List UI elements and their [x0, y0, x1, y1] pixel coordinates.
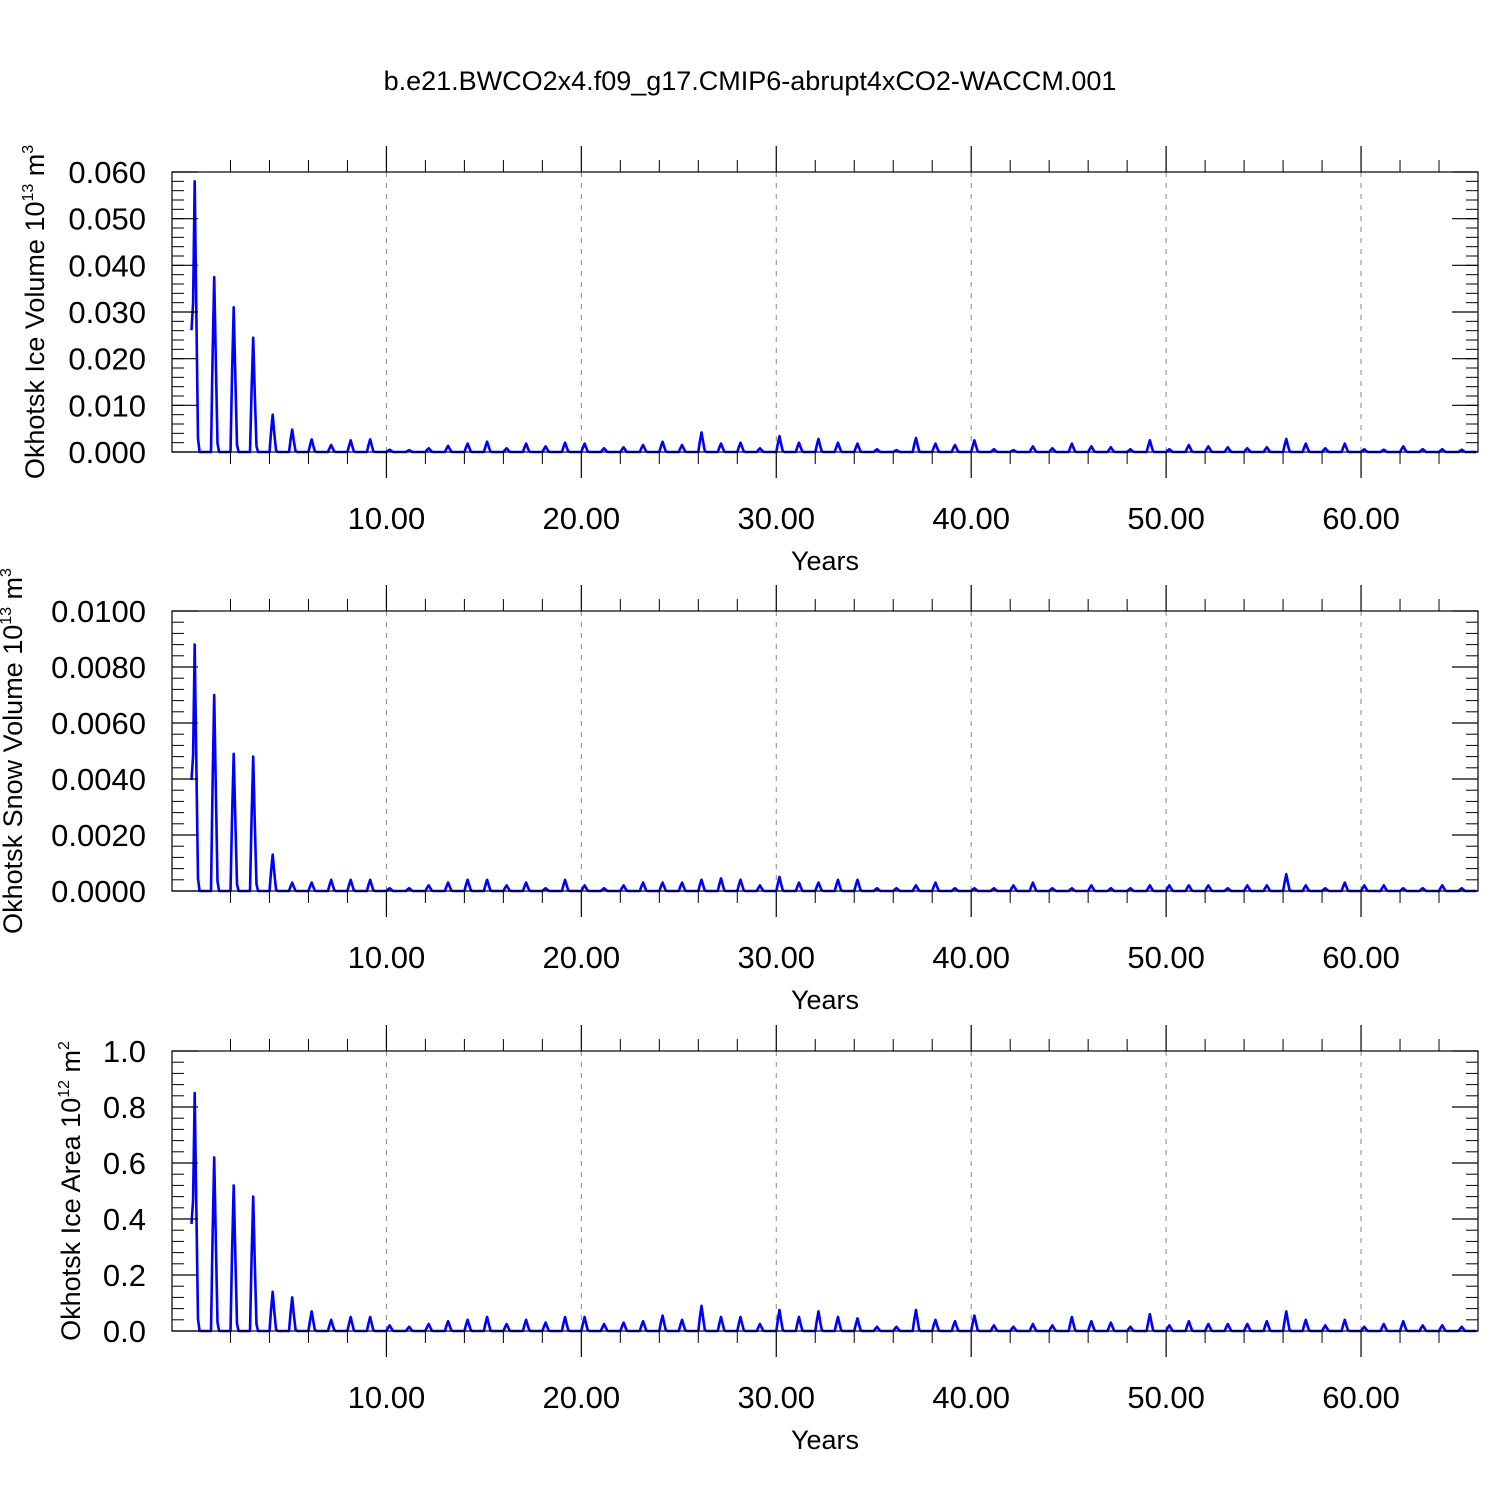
x-axis-title: Years: [791, 546, 859, 576]
x-tick-label: 30.00: [737, 501, 815, 536]
y-tick-label: 0.000: [68, 435, 146, 470]
y-tick-label: 0.0040: [51, 762, 146, 797]
y-axis-title: Okhotsk Ice Volume 1013 m3: [20, 145, 50, 479]
y-tick-label: 0.4: [103, 1202, 146, 1237]
y-tick-label: 0.0060: [51, 706, 146, 741]
chart-panel-1: 10.00 20.00 30.00 40.00 50.00 60.00 0.000 0.010…: [20, 145, 1479, 576]
y-tick-label: 0.040: [68, 248, 146, 283]
chart-panel-3: 10.00 20.00 30.00 40.00 50.00 60.00 0.0 0.2 0.4 0…: [56, 1025, 1479, 1455]
x-tick-label: 10.00: [348, 501, 426, 536]
x-tick-label: 50.00: [1127, 940, 1205, 975]
y-tick-label: 0.060: [68, 155, 146, 190]
chart-panel-2: 10.00 20.00 30.00 40.00 50.00 60.00 0.0000 0.00…: [0, 568, 1479, 1015]
y-tick-label: 0.050: [68, 202, 146, 237]
y-tick-label: 0.6: [103, 1146, 146, 1181]
x-tick-label: 60.00: [1322, 940, 1400, 975]
y-tick-label: 0.020: [68, 342, 146, 377]
y-axis-title: Okhotsk Snow Volume 1013 m3: [0, 568, 28, 934]
chart-title: b.e21.BWCO2x4.f09_g17.CMIP6-abrupt4xCO2-…: [383, 66, 1117, 96]
series-line: [190, 643, 1477, 893]
x-tick-label: 10.00: [348, 940, 426, 975]
y-tick-label: 0.0000: [51, 874, 146, 909]
x-tick-label: 40.00: [932, 501, 1010, 536]
x-tick-label: 30.00: [737, 1380, 815, 1415]
y-tick-label: 1.0: [103, 1034, 146, 1069]
series-line: [190, 1091, 1477, 1333]
x-tick-label: 10.00: [348, 1380, 426, 1415]
y-tick-label: 0.0020: [51, 818, 146, 853]
x-axis-title: Years: [791, 1425, 859, 1455]
x-tick-label: 50.00: [1127, 1380, 1205, 1415]
x-tick-label: 20.00: [543, 1380, 621, 1415]
x-tick-label: 60.00: [1322, 1380, 1400, 1415]
x-tick-label: 20.00: [543, 501, 621, 536]
x-tick-label: 40.00: [932, 1380, 1010, 1415]
x-axis-title: Years: [791, 985, 859, 1015]
x-tick-label: 50.00: [1127, 501, 1205, 536]
y-tick-label: 0.030: [68, 295, 146, 330]
x-tick-label: 60.00: [1322, 501, 1400, 536]
x-tick-label: 30.00: [737, 940, 815, 975]
y-tick-label: 0.0: [103, 1314, 146, 1349]
y-tick-label: 0.010: [68, 388, 146, 423]
y-tick-label: 0.0100: [51, 594, 146, 629]
y-tick-label: 0.0080: [51, 650, 146, 685]
y-tick-label: 0.2: [103, 1258, 146, 1293]
series-line: [190, 180, 1477, 454]
y-axis-title: Okhotsk Ice Area 1012 m2: [56, 1041, 86, 1341]
x-tick-label: 20.00: [543, 940, 621, 975]
x-tick-label: 40.00: [932, 940, 1010, 975]
y-tick-label: 0.8: [103, 1090, 146, 1125]
